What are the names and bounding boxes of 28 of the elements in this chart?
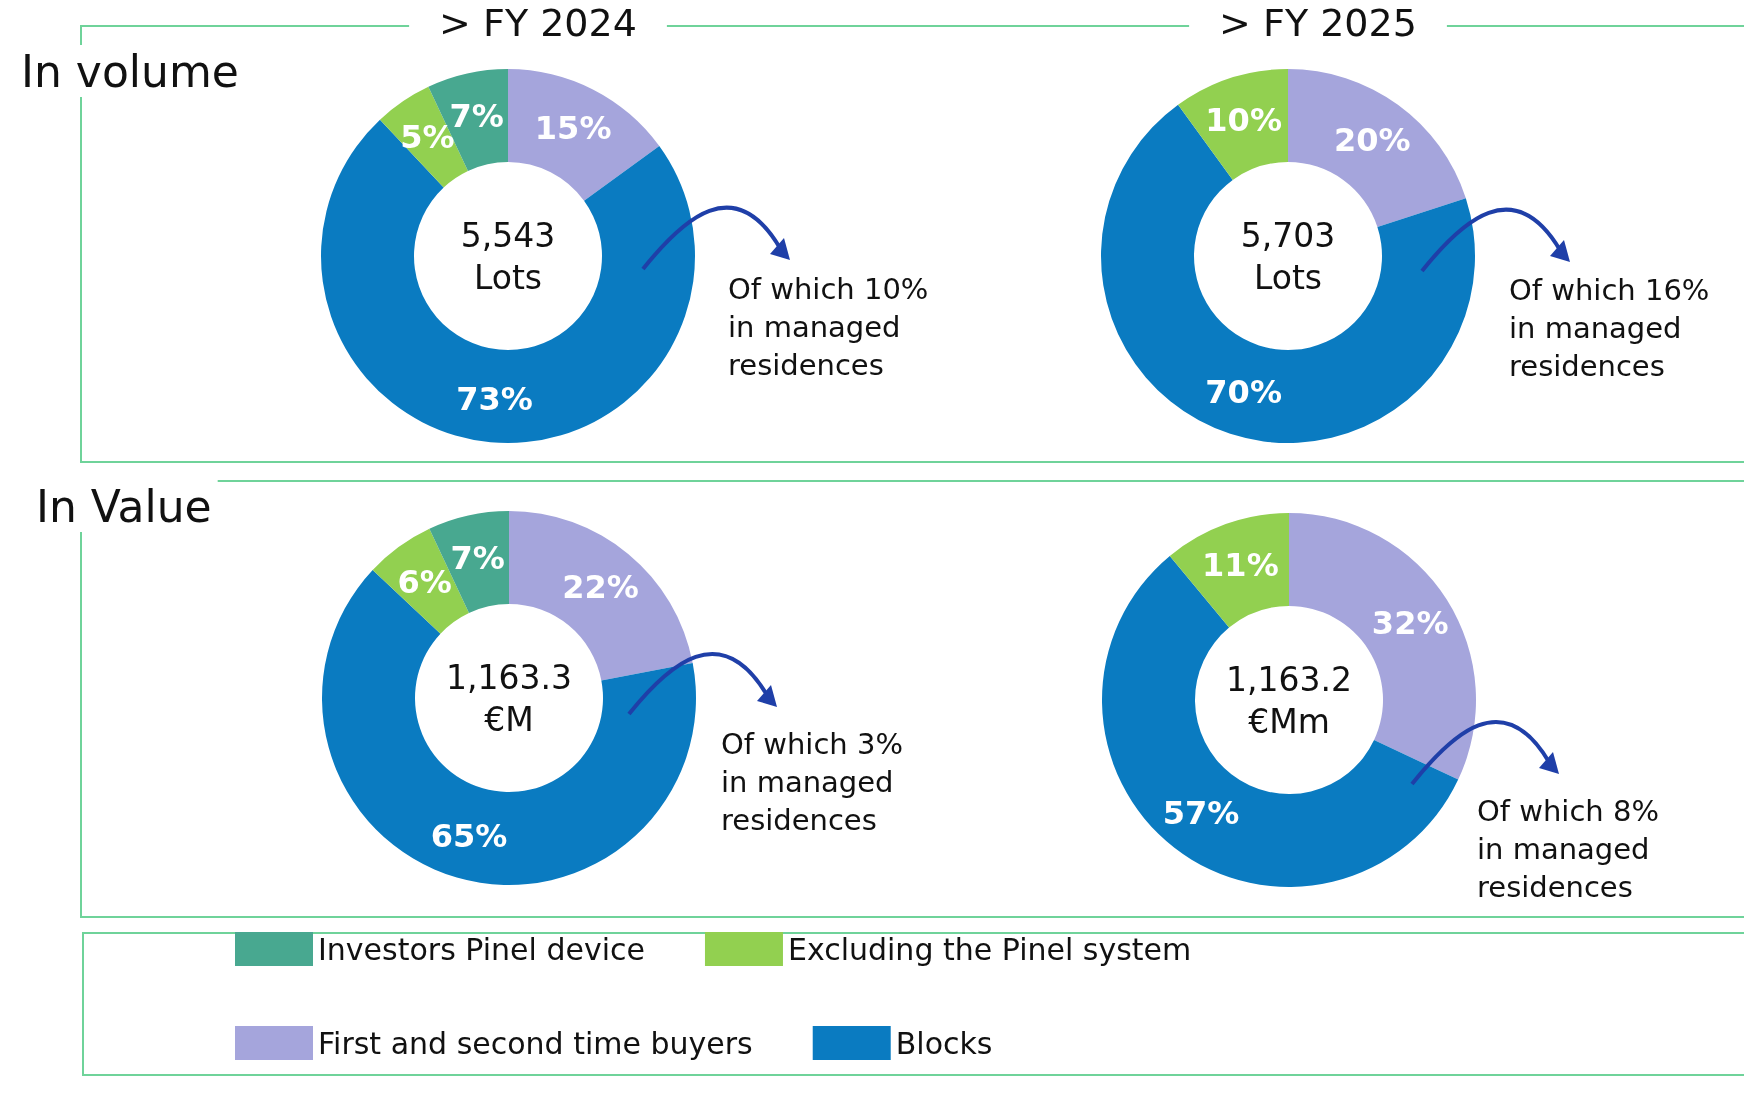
legend-label: First and second time buyers [318, 1025, 753, 1061]
legend-label: Investors Pinel device [318, 931, 645, 967]
data-label: 6% [397, 562, 452, 601]
chart-title: > FY 2025 [1219, 1, 1417, 45]
text: 1,163.2 €Mm [1226, 659, 1352, 741]
data-label: 57% [1162, 794, 1240, 833]
data-label: 65% [430, 816, 508, 855]
chart-subtitle: In Value [36, 480, 212, 532]
text: Of which 10% in managed residences [728, 272, 929, 382]
legend-label: Blocks [895, 1025, 993, 1061]
chart-title: > FY 2024 [439, 1, 637, 45]
text: Of which 8% in managed residences [1477, 794, 1659, 904]
legend-label: Excluding the Pinel system [787, 931, 1192, 967]
data-label: 11% [1202, 545, 1279, 584]
data-label: 15% [534, 109, 612, 148]
text: 1,163.3 €M [446, 657, 572, 739]
data-label: 20% [1334, 120, 1411, 159]
data-label: 73% [456, 379, 533, 418]
data-label: 22% [562, 568, 639, 607]
text: 5,703 Lots [1240, 215, 1336, 297]
text: 5,543 Lots [460, 215, 556, 297]
text: Of which 16% in managed residences [1509, 273, 1710, 383]
chart-subtitle: In volume [21, 45, 239, 97]
data-label: 7% [450, 538, 505, 577]
text: Of which 3% in managed residences [721, 727, 903, 837]
data-label: 70% [1205, 373, 1282, 412]
data-label: 32% [1371, 604, 1449, 643]
data-label: 10% [1205, 100, 1282, 139]
